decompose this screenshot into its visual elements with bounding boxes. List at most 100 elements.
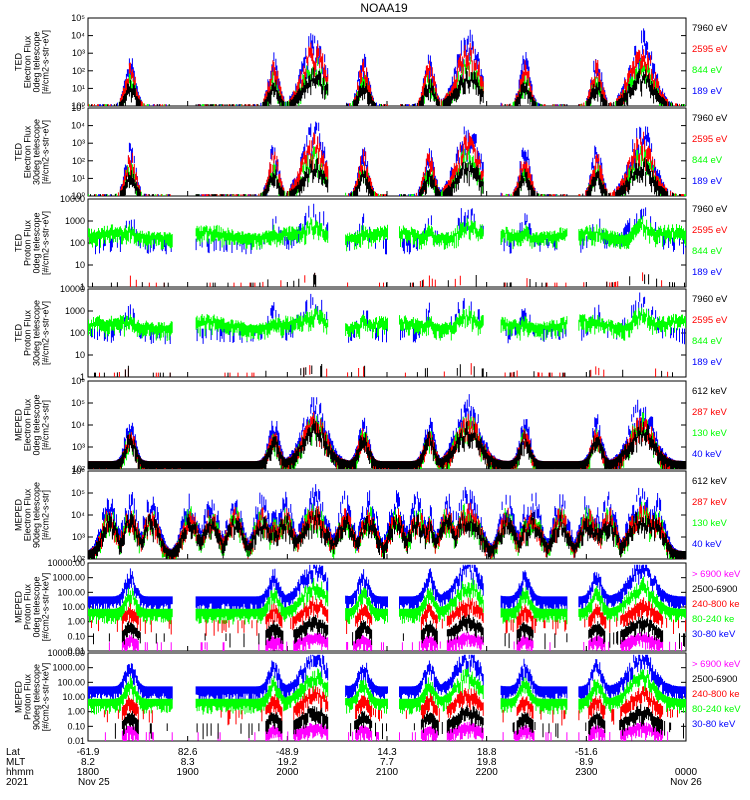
y-label-line: [#/cm2-s-str-keV] [41, 573, 51, 642]
series-trace-red [91, 596, 686, 636]
legend-entry: 7960 eV [692, 113, 728, 124]
footer-row-label: Lat [6, 747, 20, 758]
y-label-line: 30deg telescope [32, 300, 42, 366]
y-label-line: 90deg telescope [32, 482, 42, 548]
y-label-line: Proton Flux [23, 219, 33, 266]
panel-ted-electron-30deg: 10⁰ 10¹ 10² 10³ 10⁴ 10⁵ TED Electron Flux 30deg … [14, 103, 729, 201]
series-trace-green [88, 215, 686, 252]
legend-entry: 844 eV [692, 336, 723, 347]
series-trace-black [93, 614, 685, 650]
y-label-line: 0deg telescope [32, 394, 42, 455]
series-trace-blue [88, 654, 686, 703]
y-tick-label: 1.00 [67, 707, 85, 717]
y-tick-label: 10³ [72, 48, 85, 58]
y-axis-label: MEPED Proton Flux 90deg telescope [#/cm2-s-… [14, 663, 51, 732]
y-label-line: Electron Flux [23, 488, 33, 541]
y-tick-label: 0.10 [67, 721, 85, 731]
legend-entry: 30-80 keV [692, 719, 736, 730]
y-tick-label: 10 [75, 260, 85, 270]
y-axis-label: TED Electron Flux 0deg telescope [#/cm2-s-s… [14, 30, 51, 94]
series-trace-red [103, 686, 678, 726]
y-tick-label: 1000 [65, 216, 85, 226]
legend-entry: 2595 eV [692, 315, 728, 326]
y-label-line: MEPED [14, 499, 24, 532]
y-tick-label: 0.01 [67, 646, 85, 656]
y-tick-label: 10⁴ [71, 31, 85, 41]
legend-entry: 2595 eV [692, 225, 728, 236]
data-region [88, 394, 686, 469]
y-tick-label: 10000.00 [47, 648, 85, 658]
y-axis-label: MEPED Electron Flux 90deg telescope [#/cm2-… [14, 482, 51, 548]
legend-entry: 80-240 keV [692, 704, 741, 715]
y-label-line: TED [14, 142, 24, 161]
panel-meped-proton-0deg: 0.01 0.10 1.00 10.00 100.00 1000.00 10000.00 ME… [14, 558, 741, 656]
y-tick-label: 100 [70, 238, 85, 248]
y-label-line: [#/cm2-s-str-eV] [41, 211, 51, 275]
y-tick-label: 10⁴ [71, 420, 85, 430]
y-label-line: [#/cm2-s-str-eV] [41, 120, 51, 184]
series-trace-magenta [108, 631, 682, 651]
legend-entry: 7960 eV [692, 204, 728, 215]
legend-entry: 844 eV [692, 65, 723, 76]
footer-hhmm: 2100 [376, 767, 399, 778]
footer-hhmm: 2000 [276, 767, 299, 778]
y-tick-label: 1 [80, 372, 85, 382]
series-trace-red [129, 272, 663, 287]
panel-ted-proton-30deg: 1 10 100 1000 10000 TED Proton Flux 30deg teles… [14, 284, 729, 382]
y-label-line: Electron Flux [23, 125, 33, 178]
series-trace-black [92, 272, 685, 287]
y-tick-label: 10¹ [72, 173, 85, 183]
footer-mlt: 8.2 [81, 757, 95, 768]
series-trace-black [90, 157, 681, 196]
y-tick-label: 10000 [60, 284, 85, 294]
y-label-line: 30deg telescope [32, 119, 42, 185]
footer-row-label: 2021 [6, 777, 29, 788]
y-tick-label: 10⁶ [71, 466, 85, 476]
legend-entry: 287 keV [692, 497, 728, 508]
y-tick-label: 1 [80, 282, 85, 292]
series-trace-red [95, 131, 684, 196]
series-trace-black [114, 704, 684, 740]
data-region [88, 292, 686, 377]
footer-mlt: 8.3 [181, 757, 195, 768]
y-tick-label: 10⁰ [71, 101, 85, 111]
legend-entry: 844 eV [692, 246, 723, 257]
legend-entry: 7960 eV [692, 23, 728, 34]
y-tick-label: 10² [72, 66, 85, 76]
data-region [88, 121, 686, 196]
y-tick-label: 10⁶ [71, 376, 85, 386]
legend-entry: 40 keV [692, 449, 722, 460]
y-label-line: 0deg telescope [32, 212, 42, 273]
series-trace-black [91, 67, 684, 106]
legend-entry: > 6900 keV [692, 569, 741, 580]
footer-hhmm: 1900 [177, 767, 200, 778]
y-label-line: [#/cm2-s-str] [41, 400, 51, 450]
series-trace-blue [90, 121, 676, 196]
footer-lat: 82.6 [178, 747, 198, 758]
y-tick-label: 10⁴ [71, 510, 85, 520]
footer-lat: -61.9 [77, 747, 100, 758]
legend-entry: 240-800 ke [692, 599, 740, 610]
y-tick-label: 1000.00 [52, 573, 85, 583]
y-tick-label: 10⁵ [71, 13, 85, 23]
y-label-line: [#/cm2-s-str-eV] [41, 301, 51, 365]
series-trace-magenta [104, 721, 669, 741]
panel-meped-electron-0deg: 10² 10³ 10⁴ 10⁵ 10⁶ MEPED Electron Flux 0deg te… [14, 376, 728, 474]
series-trace-green [88, 305, 686, 342]
panel-ted-proton-0deg: 1 10 100 1000 10000 TED Proton Flux 0deg telesc… [14, 194, 729, 292]
legend-entry: 130 keV [692, 518, 728, 529]
series-trace-green [88, 667, 686, 715]
footer-row-label: hhmm [6, 767, 34, 778]
y-tick-label: 10 [75, 350, 85, 360]
series-trace-black [88, 508, 686, 559]
y-label-line: 0deg telescope [32, 31, 42, 92]
legend-entry: 612 keV [692, 386, 728, 397]
data-region [88, 28, 685, 106]
y-tick-label: 1.00 [67, 617, 85, 627]
legend-entry: 189 eV [692, 357, 723, 368]
footer-lat: 18.8 [477, 747, 497, 758]
y-axis-label: MEPED Electron Flux 0deg telescope [#/cm2-s… [14, 394, 51, 455]
data-region [88, 654, 686, 741]
y-axis-label: TED Electron Flux 30deg telescope [#/cm2-s-… [14, 119, 51, 185]
